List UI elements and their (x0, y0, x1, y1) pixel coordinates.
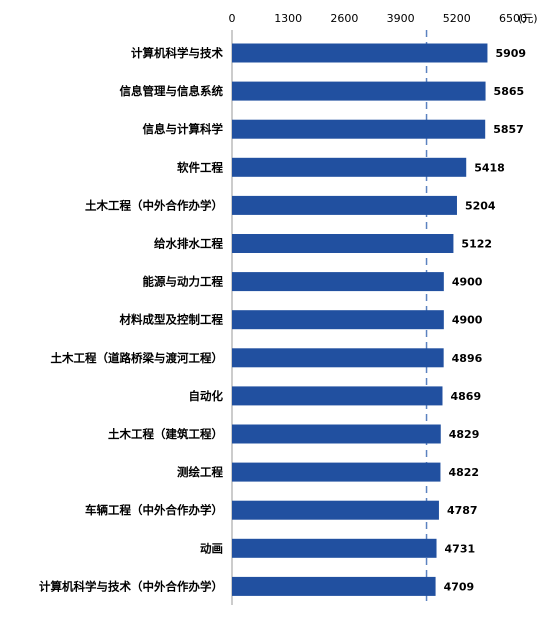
value-label: 4900 (452, 276, 483, 289)
category-label: 软件工程 (177, 160, 223, 174)
value-label: 4869 (450, 390, 481, 403)
value-label: 4709 (444, 580, 475, 593)
category-label: 土木工程（中外合作办学） (85, 198, 223, 212)
value-label: 5865 (494, 85, 525, 98)
bar (232, 234, 454, 253)
value-label: 4731 (445, 542, 476, 555)
value-label: 5418 (474, 161, 505, 174)
bar (232, 386, 443, 406)
bar (232, 310, 444, 330)
value-label: 4900 (452, 314, 483, 327)
x-tick-label: 2600 (330, 12, 358, 25)
bar (232, 538, 437, 558)
category-label: 计算机科学与技术（中外合作办学） (39, 579, 223, 593)
x-tick-label: 0 (229, 12, 236, 25)
bar (232, 43, 488, 63)
bar (232, 424, 441, 444)
bar (232, 576, 436, 596)
labels-layer: 计算机科学与技术 5909 信息管理与信息系统 5865 信息与计算科学 5857 软件工程… (39, 46, 526, 593)
bar (232, 500, 439, 520)
value-label: 5122 (461, 238, 492, 251)
bar (232, 119, 486, 139)
value-label: 4822 (448, 466, 479, 479)
bar (232, 272, 444, 292)
bars-layer (232, 43, 488, 596)
value-label: 5204 (465, 199, 496, 212)
category-label: 信息与计算科学 (143, 122, 224, 136)
category-label: 车辆工程（中外合作办学） (85, 503, 223, 517)
value-label: 4896 (452, 352, 483, 365)
bar (232, 462, 441, 482)
category-label: 自动化 (189, 389, 224, 403)
category-label: 土木工程（建筑工程） (108, 427, 223, 441)
bar (232, 348, 444, 368)
value-label: 5909 (495, 47, 526, 60)
unit-label: (元) (518, 12, 538, 25)
bar (232, 81, 486, 101)
value-label: 4829 (449, 428, 480, 441)
x-tick-label: 3900 (387, 12, 415, 25)
value-label: 5857 (493, 123, 524, 136)
bar (232, 195, 457, 215)
category-label: 测绘工程 (177, 465, 223, 479)
value-label: 4787 (447, 504, 478, 517)
x-tick-label: 6500 (499, 12, 527, 25)
x-tick-label: 1300 (274, 12, 302, 25)
category-label: 动画 (200, 541, 223, 555)
x-tick-label: 5200 (443, 12, 471, 25)
category-label: 材料成型及控制工程 (120, 313, 224, 327)
category-label: 计算机科学与技术 (131, 46, 223, 60)
category-label: 能源与动力工程 (143, 275, 224, 289)
bar (232, 157, 467, 177)
category-label: 土木工程（道路桥梁与渡河工程） (51, 351, 224, 365)
category-label: 信息管理与信息系统 (120, 84, 224, 98)
category-label: 给水排水工程 (154, 237, 223, 251)
